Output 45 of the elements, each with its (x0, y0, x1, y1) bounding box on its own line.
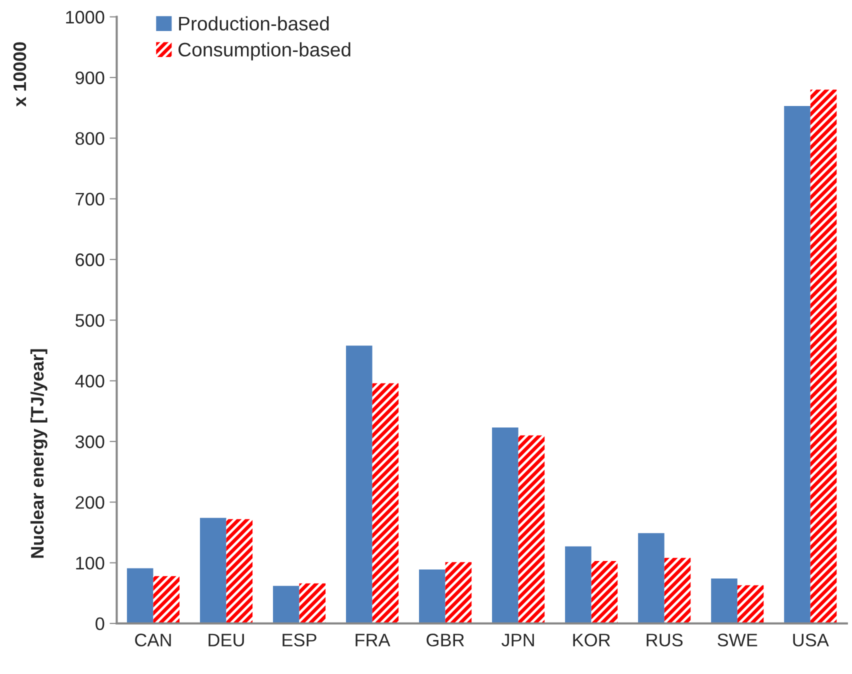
y-tick-label: 300 (75, 435, 104, 448)
y-tick-label: 500 (76, 314, 104, 327)
bar (810, 90, 837, 624)
y-tick-label: 0 (96, 617, 104, 630)
bar (419, 569, 446, 624)
x-tick-label: SWE (718, 634, 758, 646)
bar (372, 383, 399, 624)
bar (591, 560, 618, 624)
bar (784, 106, 810, 624)
bar (638, 533, 664, 624)
x-tick-label: FRA (356, 634, 390, 646)
x-tick-label: CAN (135, 634, 171, 646)
y-tick-label: 400 (75, 374, 104, 388)
y-tick-label: 700 (76, 192, 104, 206)
y-tick-label: 200 (76, 496, 104, 509)
y-tick-label: 800 (76, 132, 104, 145)
bar (492, 428, 518, 624)
x-tick-label: KOR (573, 634, 610, 646)
bar (226, 519, 253, 624)
text: x 10000 (13, 42, 26, 107)
bar (200, 518, 226, 624)
x-tick-label: JPN (502, 634, 534, 646)
bar (737, 585, 764, 624)
x-tick-label: RUS (646, 634, 683, 646)
y-tick-label: 100 (76, 556, 104, 570)
bar (299, 583, 326, 624)
bar (711, 578, 738, 624)
x-tick-label: USA (793, 634, 829, 646)
bar (664, 558, 691, 624)
x-tick-label: DEU (208, 634, 244, 646)
bar (346, 346, 372, 624)
bar (518, 435, 545, 624)
bar (272, 586, 300, 624)
x-tick-label: GBR (426, 634, 464, 646)
legend-label: Production-based (179, 16, 329, 31)
y-tick-label: 600 (76, 253, 104, 266)
x-tick-label: ESP (282, 634, 316, 646)
bar (445, 562, 472, 624)
y-tick-label: 1000 (66, 10, 104, 24)
bar (153, 576, 180, 624)
bar (126, 568, 154, 624)
legend-label: Consumption-based (178, 42, 350, 60)
bar (565, 546, 592, 624)
y-axis-title: Nuclear energy [TJ/year] (30, 349, 48, 558)
y-tick-label: 900 (76, 71, 104, 84)
